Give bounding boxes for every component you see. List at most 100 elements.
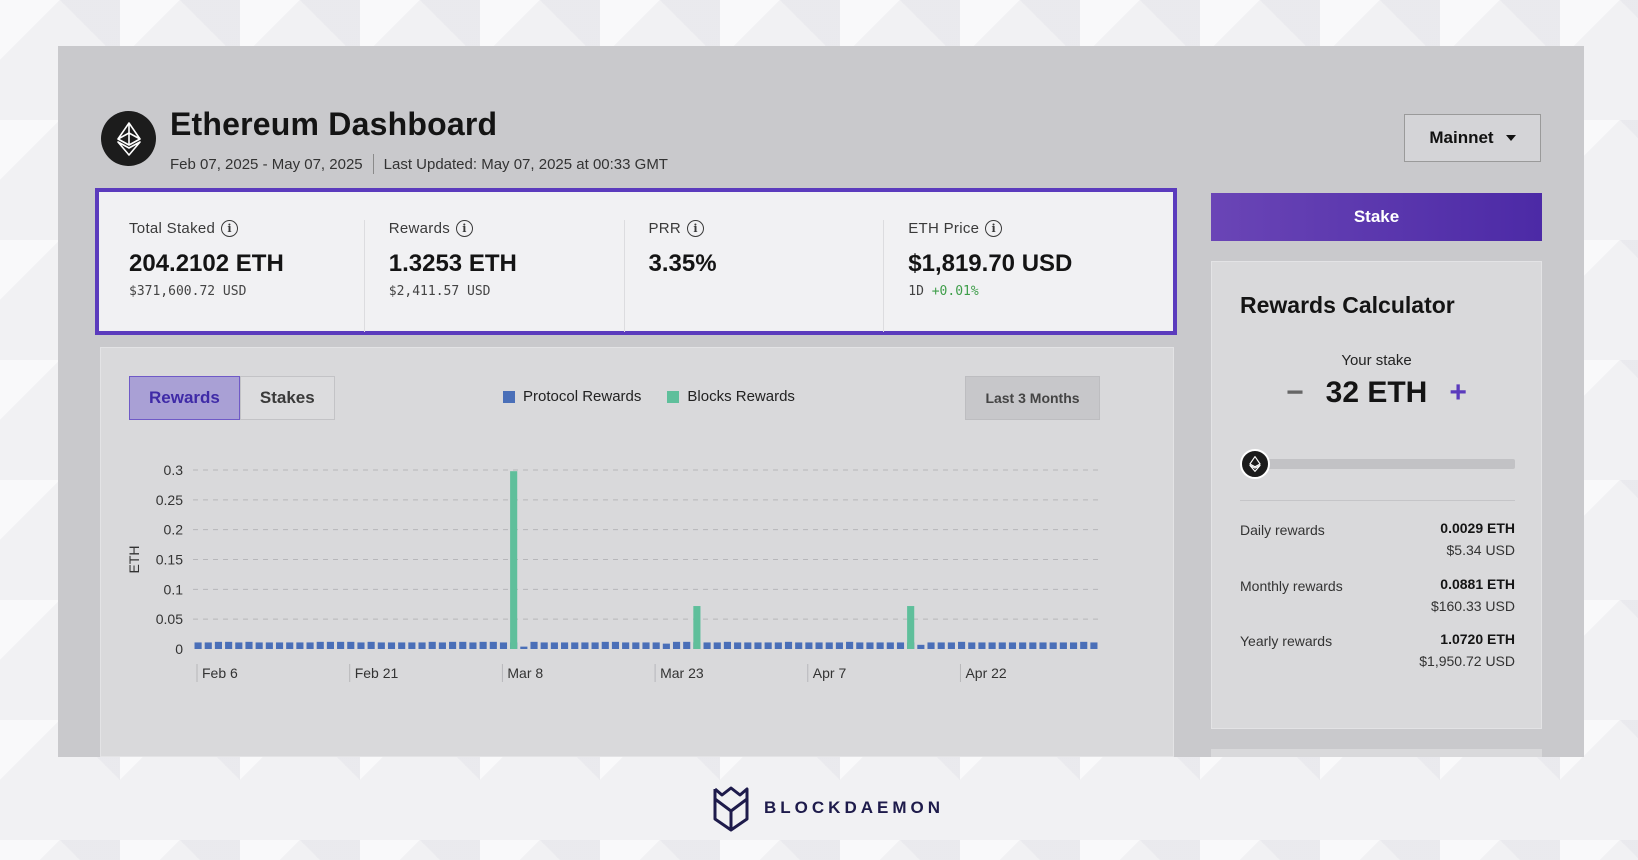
rewards-calculator: Rewards Calculator Your stake − 32 ETH +… [1211,261,1542,729]
info-icon[interactable]: i [221,220,239,237]
slider-track[interactable] [1252,459,1515,469]
protocol-reward-bar [204,642,212,649]
protocol-reward-bar [876,642,884,649]
y-axis-label: ETH [126,546,142,574]
protocol-reward-bar [550,642,558,649]
protocol-reward-bar [489,641,497,649]
protocol-reward-bar [337,641,345,649]
protocol-reward-bar [275,642,284,649]
x-tick-label: Apr 22 [965,665,1006,681]
reward-eth: 0.0881 ETH [1440,576,1515,592]
protocol-reward-bar [917,644,925,649]
stats-summary: Total Staked i 204.2102 ETH $371,600.72 … [95,188,1177,335]
tab-stakes[interactable]: Stakes [239,376,335,420]
y-tick-label: 0.25 [156,492,183,508]
info-icon[interactable]: i [456,220,474,237]
protocol-reward-bar [947,642,955,649]
reward-usd: $160.33 USD [1430,598,1515,614]
stat-value: $1,819.70 USD [908,250,1073,277]
protocol-reward-bar [846,641,854,649]
stat-rewards: Rewards i 1.3253 ETH $2,411.57 USD [389,220,625,332]
protocol-reward-bar [499,642,508,649]
protocol-reward-bar [672,641,681,649]
protocol-reward-bar [662,643,670,649]
stat-prr: PRR i 3.35% [649,220,885,332]
protocol-reward-bar [601,641,609,649]
daily-rewards-row: Daily rewards 0.0029 ETH $5.34 USD [1240,520,1515,558]
yearly-rewards-row: Yearly rewards 1.0720 ETH $1,950.72 USD [1240,631,1515,669]
legend-blocks[interactable]: Blocks Rewards [667,388,795,405]
reward-eth: 1.0720 ETH [1440,631,1515,647]
protocol-reward-bar [479,641,487,649]
tab-rewards[interactable]: Rewards [129,376,240,420]
monthly-rewards-row: Monthly rewards 0.0881 ETH $160.33 USD [1240,576,1515,614]
brand-footer: BLOCKDAEMON [712,783,944,833]
rewards-bar-chart: 0 0.05 0.1 0.15 0.2 0.25 0.3 ETH Feb 6 Feb 21 Mar … [126,462,1099,682]
info-icon[interactable]: i [985,220,1003,237]
chart-tabs: Rewards Stakes [129,376,335,420]
price-change-value: +0.01% [931,284,979,299]
protocol-reward-bar [357,642,365,649]
protocol-reward-bar [937,642,945,649]
protocol-reward-bar [825,642,833,649]
protocol-reward-bar [866,642,874,649]
protocol-reward-bar [235,642,243,649]
protocol-reward-bar [1008,642,1017,649]
protocol-reward-bar [214,641,223,649]
protocol-reward-bar [540,642,548,649]
protocol-reward-bar [703,642,711,649]
protocol-reward-bar [571,642,579,649]
stat-value: 1.3253 ETH [388,250,517,277]
protocol-reward-bar [438,642,446,649]
protocol-reward-bar [286,642,294,649]
protocol-reward-bar [1039,642,1047,649]
protocol-reward-bar [560,642,569,649]
y-tick-label: 0.2 [164,522,184,538]
protocol-reward-bar [754,642,762,649]
protocol-reward-bar [581,642,589,649]
decrease-stake-button[interactable]: − [1286,376,1304,409]
stat-label: Rewards [388,220,451,237]
stake-slider[interactable] [1240,449,1515,479]
divider [1240,500,1515,501]
protocol-reward-bar [255,642,263,649]
protocol-reward-bar [734,642,742,649]
protocol-reward-bar [1029,642,1037,649]
slider-thumb-ethereum-icon[interactable] [1240,449,1270,479]
stat-total-staked: Total Staked i 204.2102 ETH $371,600.72 … [129,220,365,332]
protocol-reward-bar [1090,642,1098,649]
protocol-reward-bar [265,642,273,649]
protocol-reward-bar [968,642,976,649]
protocol-reward-bar [1080,641,1088,649]
y-tick-label: 0.05 [156,611,183,627]
protocol-reward-bar [795,642,803,649]
stat-usd: $2,411.57 USD [388,284,491,299]
date-range: Feb 07, 2025 - May 07, 2025 [170,155,363,173]
stake-button[interactable]: Stake [1211,193,1542,241]
protocol-reward-bar [316,641,324,649]
protocol-reward-bar [835,642,843,649]
time-range-button[interactable]: Last 3 Months [965,376,1100,420]
reward-label: Monthly rewards [1240,578,1343,594]
legend-label: Blocks Rewards [687,388,795,405]
protocol-reward-bar [713,642,721,649]
protocol-reward-bar [387,642,396,649]
protocol-reward-bar [1069,642,1078,649]
price-change-period: 1D [908,284,924,299]
info-icon[interactable]: i [687,220,705,237]
reward-label: Daily rewards [1240,522,1325,538]
y-tick-label: 0.15 [156,552,183,568]
protocol-reward-bar [927,642,935,649]
price-change: 1D +0.01% [908,284,1143,299]
network-dropdown[interactable]: Mainnet [1404,114,1541,162]
increase-stake-button[interactable]: + [1449,376,1467,409]
protocol-reward-bar [683,641,691,649]
stake-label: Your stake [1341,352,1412,369]
protocol-reward-bar [886,642,894,649]
blocks-reward-bar [510,471,518,649]
protocol-reward-bar [225,641,233,649]
page-title: Ethereum Dashboard [170,106,498,142]
protocol-reward-bar [306,642,314,649]
protocol-reward-bar [326,641,334,649]
legend-protocol[interactable]: Protocol Rewards [503,388,641,405]
